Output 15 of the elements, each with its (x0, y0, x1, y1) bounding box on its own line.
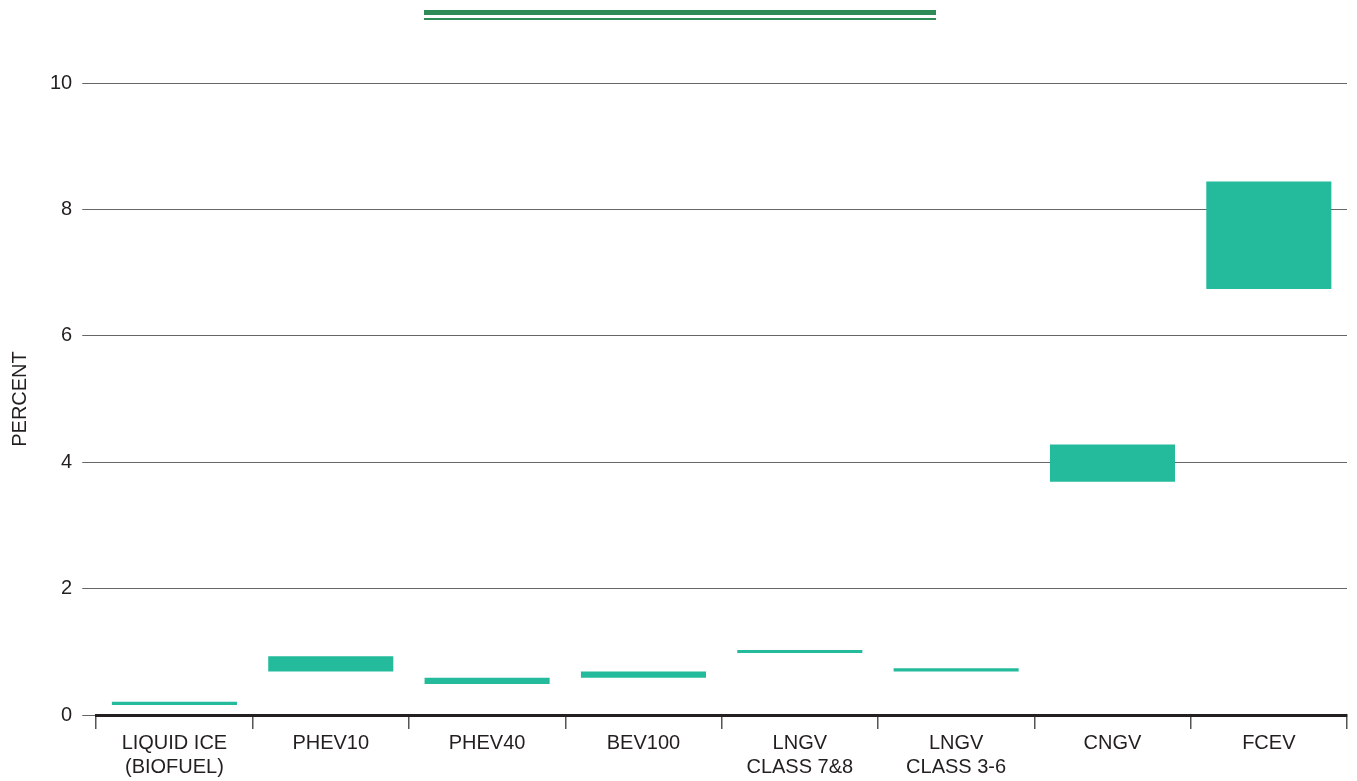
y-tick-label: 0 (61, 702, 73, 725)
y-tick-label: 4 (61, 449, 73, 472)
y-tick-label: 2 (61, 576, 73, 599)
x-tick-label: PHEV10 (292, 730, 370, 753)
x-tick-label: PHEV40 (448, 730, 526, 753)
x-tick-label: LNGV CLASS 3-6 (906, 730, 1007, 777)
x-tick-label: CNGV (1083, 730, 1143, 753)
y-tick-label: 6 (61, 323, 73, 346)
x-tick-label: LNGV CLASS 7&8 (746, 730, 854, 777)
y-tick-label: 8 (61, 196, 73, 219)
x-tick-label: FCEV (1242, 730, 1297, 753)
y-tick-label: 10 (50, 70, 73, 93)
y-axis-title: PERCENT (7, 351, 30, 447)
x-tick-label: LIQUID ICE (BIOFUEL) (121, 730, 228, 777)
x-tick-label: BEV100 (606, 730, 681, 753)
